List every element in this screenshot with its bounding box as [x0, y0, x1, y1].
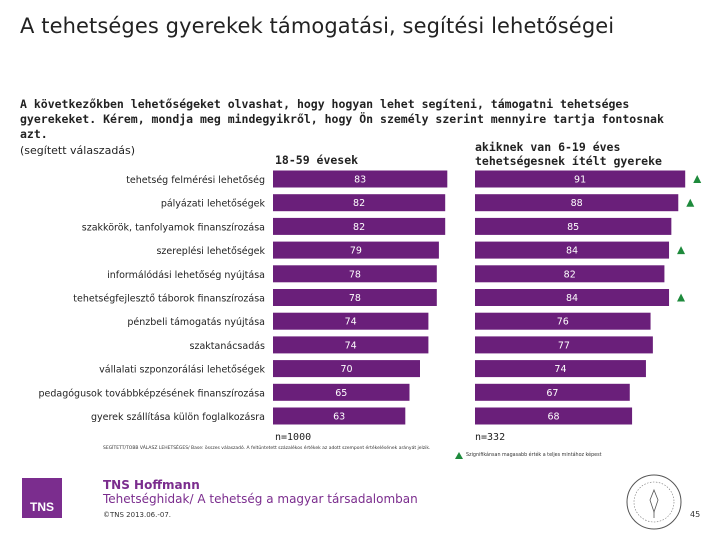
- bar: [273, 265, 437, 283]
- data-label: 82: [564, 269, 576, 280]
- bar: [273, 407, 406, 425]
- data-label: 84: [566, 246, 578, 257]
- bar: [273, 312, 429, 330]
- bar-chart: tehetség felmérési lehetőség 83 91 pályázat…: [38, 170, 702, 425]
- data-label: 67: [546, 388, 558, 399]
- data-label: 82: [353, 198, 365, 209]
- brand-name: TNS Hoffmann: [103, 478, 200, 492]
- bar: [475, 289, 670, 306]
- category-label: pályázati lehetőségek: [161, 199, 266, 210]
- column-header-parents: akiknek van 6-19 éves tehetségesnek ítél…: [475, 140, 675, 168]
- data-label: 84: [566, 293, 578, 304]
- significance-marker: [677, 246, 686, 255]
- bar: [273, 241, 439, 259]
- footnote: SEGÍTETT/TOBB VÁLASZ LEHETSÉGES/ Base: ö…: [103, 446, 431, 451]
- bar: [475, 407, 633, 425]
- bar: [273, 360, 420, 378]
- column-header-parents-text: akiknek van 6-19 éves tehetségesnek ítél…: [475, 140, 662, 168]
- bar: [273, 170, 448, 188]
- bar: [475, 241, 670, 259]
- instruction-text: (segített válaszadás): [20, 144, 136, 157]
- bar: [475, 383, 630, 401]
- bar: [475, 312, 651, 330]
- data-label: 91: [574, 175, 586, 186]
- data-label: 77: [558, 340, 570, 351]
- data-label: 76: [557, 317, 569, 328]
- data-label: 63: [333, 412, 345, 423]
- bar: [475, 194, 679, 212]
- page-number: 45: [690, 510, 701, 519]
- bar: [475, 360, 646, 378]
- category-label: szereplési lehetőségek: [156, 246, 265, 257]
- data-label: 78: [349, 269, 361, 280]
- significance-legend: Szignifikánsan magasabb érték a teljes m…: [455, 452, 601, 459]
- data-label: 78: [349, 293, 361, 304]
- significance-marker: [693, 175, 702, 183]
- data-label: 85: [567, 222, 579, 233]
- bar: [273, 383, 410, 401]
- bar: [273, 289, 437, 306]
- category-label: tehetségfejlesztő táborok finanszírozása: [73, 294, 265, 305]
- bar: [273, 217, 446, 235]
- data-label: 74: [345, 340, 357, 351]
- category-label: tehetség felmérési lehetőség: [126, 175, 265, 186]
- sample-size-parents: n=332: [475, 432, 506, 443]
- bar: [273, 336, 429, 354]
- column-header-adults: 18-59 évesek: [275, 153, 359, 167]
- sample-size-adults: n=1000: [275, 432, 312, 443]
- category-label: szaktanácsadás: [190, 341, 265, 352]
- bar: [475, 265, 665, 283]
- significance-marker: [677, 293, 686, 302]
- data-label: 79: [350, 246, 362, 257]
- data-label: 83: [354, 175, 366, 186]
- bar: [475, 336, 653, 354]
- data-label: 70: [340, 364, 352, 375]
- category-label: informálódási lehetőség nyújtása: [107, 270, 265, 281]
- significance-marker: [686, 198, 695, 207]
- triangle-up-icon: [455, 452, 463, 459]
- copyright: ©TNS 2013.06.-07.: [103, 511, 172, 519]
- bar: [475, 170, 686, 188]
- data-label: 65: [335, 388, 347, 399]
- category-label: szakkörök, tanfolyamok finanszírozása: [82, 222, 265, 233]
- category-label: pedagógusok továbbképzésének finanszíroz…: [38, 388, 265, 399]
- data-label: 82: [353, 222, 365, 233]
- data-label: 68: [547, 412, 559, 423]
- question-text: A következőkben lehetőségeket olvashat, …: [20, 97, 664, 141]
- tns-logo: TNS: [22, 478, 62, 518]
- page-title: A tehetséges gyerekek támogatási, segíté…: [20, 14, 615, 38]
- seal-logo: [626, 474, 682, 530]
- category-label: pénzbeli támogatás nyújtása: [127, 317, 265, 328]
- significance-legend-text: Szignifikánsan magasabb érték a teljes m…: [466, 453, 602, 458]
- category-label: vállalati szponzorálási lehetőségek: [99, 365, 265, 376]
- bar: [475, 217, 672, 235]
- data-label: 74: [345, 317, 357, 328]
- data-label: 88: [571, 198, 583, 209]
- data-label: 74: [554, 364, 566, 375]
- report-subtitle: Tehetséghidak/ A tehetség a magyar társa…: [103, 492, 418, 506]
- category-label: gyerek szállítása külön foglalkozásra: [91, 412, 265, 423]
- bar: [273, 194, 446, 212]
